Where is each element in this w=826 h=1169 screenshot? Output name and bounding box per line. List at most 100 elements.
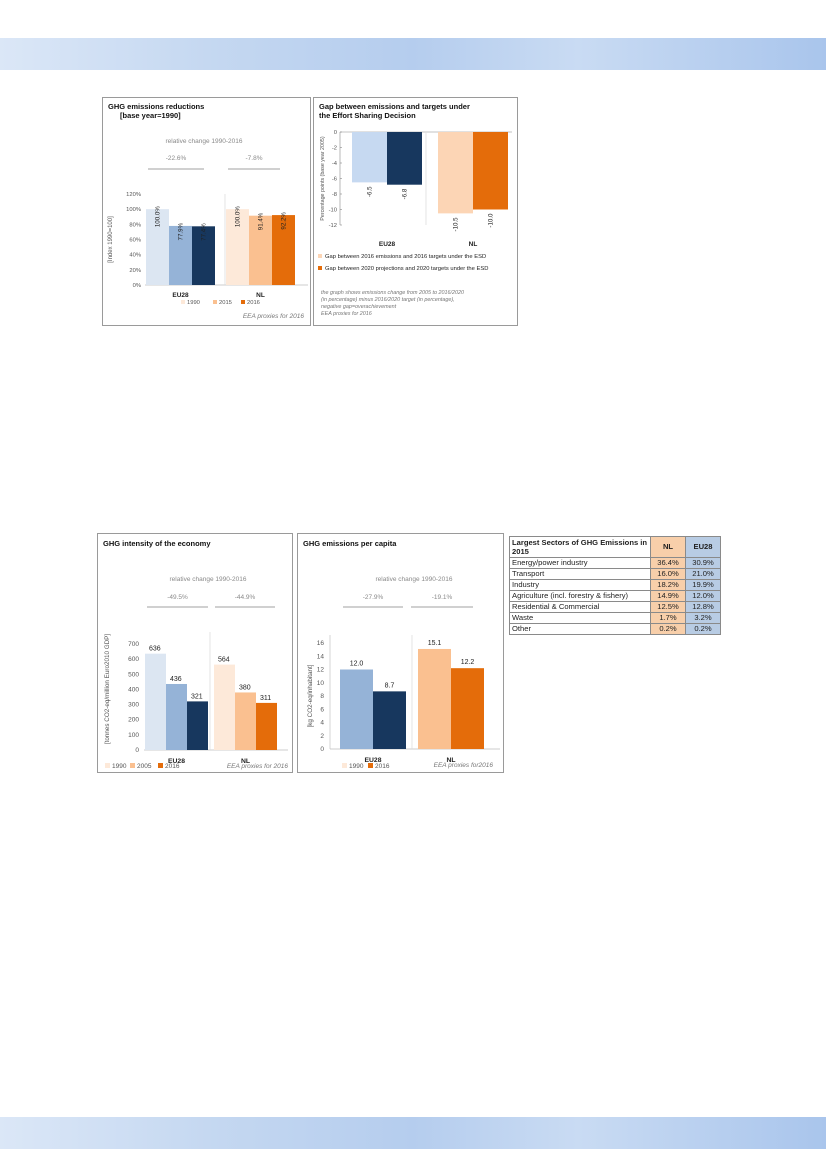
legend-swatch: [181, 300, 185, 304]
table-row: Waste 1.7% 3.2%: [509, 612, 721, 624]
sector-nl-share: 12.5%: [650, 601, 686, 613]
gap-title-line2: the Effort Sharing Decision: [319, 111, 416, 120]
y-tick-label: 700: [128, 641, 139, 648]
relative-change-value: -49.5%: [167, 594, 188, 601]
relative-change-title: relative change 1990-2016: [376, 576, 453, 583]
legend-swatch: [318, 254, 322, 258]
y-tick-label: -2: [332, 146, 337, 152]
legend-label: 2016: [247, 300, 260, 306]
source-note: EEA proxies for 2016: [243, 313, 305, 320]
source-note: EEA proxies for 2016: [227, 763, 289, 770]
sector-eu28-share: 3.2%: [685, 612, 721, 624]
y-tick-label: 10: [317, 680, 325, 687]
y-tick-label: 80%: [129, 222, 141, 228]
data-label: 100.0%: [155, 206, 162, 227]
y-tick-label: -10: [329, 208, 337, 214]
source-note: EEA proxies for2016: [434, 762, 494, 769]
legend-label: 2016: [375, 763, 390, 770]
y-tick-label: 0: [135, 747, 139, 754]
relative-change-title: relative change 1990-2016: [170, 576, 247, 583]
legend-label: Gap between 2020 projections and 2020 ta…: [325, 266, 488, 272]
y-tick-label: 600: [128, 656, 139, 663]
y-tick-label: 100: [128, 732, 139, 739]
legend-swatch: [368, 763, 373, 768]
reductions-panel: GHG emissions reductions [base year=1990…: [102, 97, 311, 326]
y-tick-label: 60%: [129, 238, 141, 244]
sectors-title-line1: Largest Sectors of GHG Emissions in: [512, 538, 648, 547]
sectors-header-row: Largest Sectors of GHG Emissions in 2015…: [509, 536, 721, 558]
y-axis-label: [Index 1990=100]: [108, 216, 114, 263]
y-tick-label: 300: [128, 702, 139, 709]
table-row: Residential & Commercial 12.5% 12.8%: [509, 601, 721, 613]
y-tick-label: 40%: [129, 253, 141, 259]
note-line: negative gap=overachievement: [321, 304, 397, 310]
legend-swatch: [342, 763, 347, 768]
sector-nl-share: 0.2%: [650, 623, 686, 635]
y-tick-label: -4: [332, 161, 338, 167]
data-label: 77.9%: [178, 222, 185, 240]
sector-name: Energy/power industry: [509, 557, 651, 569]
y-tick-label: 4: [320, 720, 324, 727]
data-label: 12.0: [350, 661, 364, 668]
sector-name: Industry: [509, 579, 651, 591]
y-tick-label: 2: [320, 733, 324, 740]
y-tick-label: 100%: [126, 207, 141, 213]
y-tick-label: -6: [332, 177, 337, 183]
category-label: EU28: [379, 241, 396, 248]
category-label: NL: [241, 758, 250, 765]
intensity-title: GHG intensity of the economy: [103, 539, 211, 548]
data-label: 92.2%: [281, 212, 288, 230]
legend-label: 2016: [165, 763, 180, 770]
bar: [272, 215, 295, 285]
data-label: 564: [218, 657, 230, 664]
sector-name: Transport: [509, 568, 651, 580]
legend-swatch: [130, 763, 135, 768]
category-label: EU28: [168, 758, 185, 765]
table-row: Industry 18.2% 19.9%: [509, 579, 721, 591]
table-row: Other 0.2% 0.2%: [509, 623, 721, 635]
sectors-title-line2: 2015: [512, 547, 529, 556]
relative-change-title: relative change 1990-2016: [166, 138, 243, 145]
data-label: 321: [191, 693, 203, 700]
category-label: NL: [256, 292, 265, 299]
data-label: 15.1: [428, 640, 442, 647]
data-label: 100.0%: [235, 206, 242, 227]
data-label: -6.5: [367, 186, 374, 197]
percapita-chart: relative change 1990-2016 -27.9% -19.1% 0 2 4…: [307, 576, 500, 770]
bar: [438, 132, 473, 214]
sector-nl-share: 1.7%: [650, 612, 686, 624]
relative-change-value: -19.1%: [432, 594, 453, 601]
sector-nl-share: 16.0%: [650, 568, 686, 580]
data-label: 311: [260, 695, 271, 702]
y-axis-label: Percentage points (base year 2005): [320, 136, 326, 220]
note-line: EEA proxies for 2016: [321, 311, 372, 317]
legend-label: 2005: [137, 763, 152, 770]
y-tick-label: 6: [320, 706, 324, 713]
legend-swatch: [241, 300, 245, 304]
bar: [192, 226, 215, 285]
sector-eu28-share: 0.2%: [685, 623, 721, 635]
category-label: EU28: [364, 757, 381, 764]
bar: [226, 209, 249, 285]
data-label: 380: [239, 684, 251, 691]
legend-label: 2015: [219, 300, 232, 306]
data-label: 436: [170, 676, 182, 683]
bar: [373, 691, 406, 749]
data-label: 12.2: [461, 659, 475, 666]
legend-label: 1990: [349, 763, 364, 770]
sector-eu28-share: 19.9%: [685, 579, 721, 591]
bar: [418, 648, 451, 749]
bar: [146, 209, 169, 285]
sector-eu28-share: 30.9%: [685, 557, 721, 569]
sector-eu28-share: 12.0%: [685, 590, 721, 602]
data-label: 91.4%: [258, 212, 265, 230]
reductions-chart: relative change 1990-2016 -22.6% -7.8% 0% 20…: [108, 138, 308, 320]
legend-swatch: [213, 300, 217, 304]
sectors-col-nl: NL: [650, 536, 686, 558]
y-tick-label: 14: [317, 653, 325, 660]
y-axis-label: [tonnes CO2-eq/million Euro2010 GDP]: [104, 634, 111, 745]
table-row: Agriculture (incl. forestry & fishery) 14…: [509, 590, 721, 602]
bar: [473, 132, 508, 210]
header-banner: [0, 38, 826, 70]
sectors-table-title: Largest Sectors of GHG Emissions in 2015: [509, 536, 651, 558]
